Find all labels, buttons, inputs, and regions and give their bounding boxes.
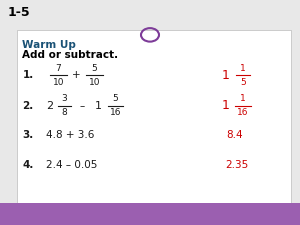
Text: 8.4: 8.4 bbox=[226, 130, 243, 140]
Text: 3.: 3. bbox=[22, 130, 34, 140]
Text: 1.: 1. bbox=[22, 70, 34, 80]
Text: Warm Up: Warm Up bbox=[22, 40, 76, 50]
Text: 10: 10 bbox=[53, 78, 64, 87]
Text: 5: 5 bbox=[240, 78, 246, 87]
Text: 1: 1 bbox=[222, 99, 230, 112]
Text: +: + bbox=[72, 70, 81, 80]
FancyBboxPatch shape bbox=[0, 202, 300, 225]
Text: 16: 16 bbox=[110, 108, 121, 117]
Text: 2.: 2. bbox=[22, 101, 34, 111]
Text: 7: 7 bbox=[56, 64, 62, 73]
Text: 1: 1 bbox=[240, 94, 246, 104]
Text: 5: 5 bbox=[112, 94, 118, 104]
Text: 5: 5 bbox=[92, 64, 98, 73]
Text: 1: 1 bbox=[94, 101, 101, 111]
Text: 2: 2 bbox=[46, 101, 54, 111]
Text: 1: 1 bbox=[222, 69, 230, 82]
Text: –: – bbox=[80, 101, 85, 111]
Text: 8: 8 bbox=[61, 108, 68, 117]
Text: 1-5: 1-5 bbox=[8, 6, 30, 19]
Text: 3: 3 bbox=[61, 94, 68, 104]
Text: Add or subtract.: Add or subtract. bbox=[22, 50, 118, 60]
Text: 16: 16 bbox=[237, 108, 249, 117]
Text: 4.8 + 3.6: 4.8 + 3.6 bbox=[46, 130, 95, 140]
Text: 1: 1 bbox=[240, 64, 246, 73]
Text: 2.35: 2.35 bbox=[225, 160, 248, 170]
Text: 10: 10 bbox=[89, 78, 100, 87]
Text: 2.4 – 0.05: 2.4 – 0.05 bbox=[46, 160, 98, 170]
FancyBboxPatch shape bbox=[16, 30, 291, 202]
Text: 4.: 4. bbox=[22, 160, 34, 170]
